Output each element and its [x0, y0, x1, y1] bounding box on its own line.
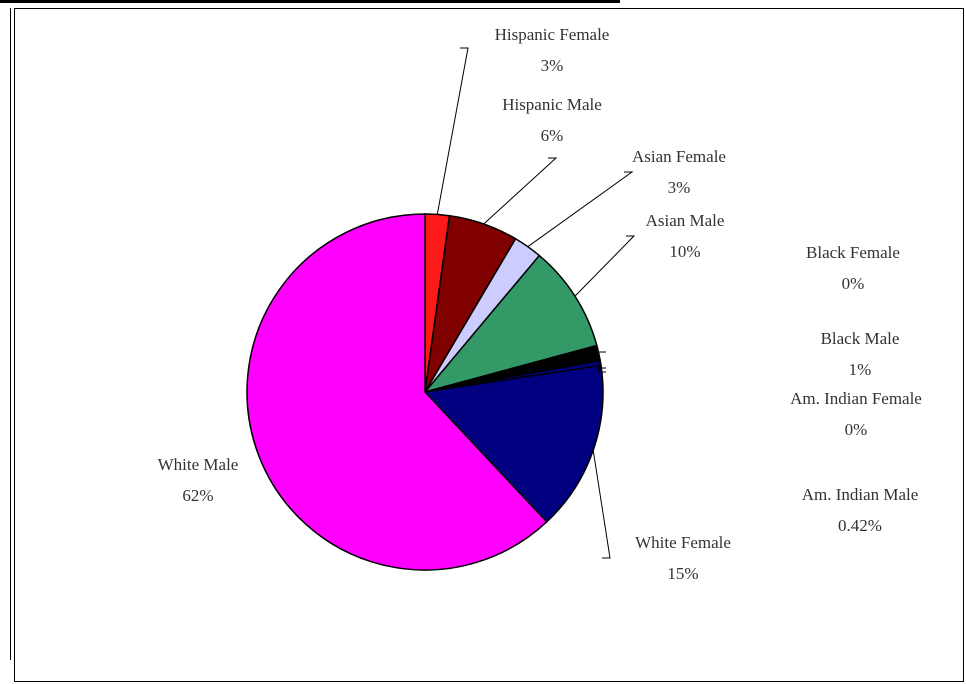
pie-slice-white-male: [246, 213, 548, 571]
slice-percent-label: 10%: [669, 242, 700, 261]
leader-line: [527, 171, 634, 248]
slice-percent-label: 3%: [541, 56, 564, 75]
cropped-top-strip: [0, 0, 966, 8]
leader-line: [597, 351, 606, 354]
slice-percent-label: 0%: [842, 274, 865, 293]
pie-slice-asian-male: [422, 254, 598, 394]
slice-percent-label: 3%: [668, 178, 691, 197]
slice-percent-label: 15%: [667, 564, 698, 583]
slice-name-label: Black Male: [821, 329, 900, 348]
slice-name-label: Am. Indian Male: [802, 485, 919, 504]
leader-line: [597, 360, 606, 369]
slice-name-label: Asian Female: [632, 147, 726, 166]
slice-name-label: Asian Male: [646, 211, 725, 230]
slice-name-label: Hispanic Female: [495, 25, 610, 44]
slice-name-label: Am. Indian Female: [790, 389, 922, 408]
slice-name-label: White Female: [635, 533, 731, 552]
slice-percent-label: 1%: [849, 360, 872, 379]
leader-lines: [436, 47, 636, 559]
slice-percent-label: 62%: [182, 486, 213, 505]
slice-name-label: White Male: [158, 455, 239, 474]
slice-percent-label: 0%: [845, 420, 868, 439]
leader-line: [574, 235, 636, 297]
slice-percent-label: 0.42%: [838, 516, 882, 535]
leader-line: [436, 47, 469, 215]
left-border-line: [10, 8, 11, 660]
slice-name-label: Black Female: [806, 243, 900, 262]
leader-line: [592, 450, 611, 559]
leader-line: [483, 157, 558, 225]
slice-name-label: Hispanic Male: [502, 95, 602, 114]
slice-percent-label: 6%: [541, 126, 564, 145]
leader-line: [597, 362, 606, 373]
slice-labels: Hispanic Female 3% Hispanic Male 6% Asian Fe…: [158, 25, 922, 583]
pie-slices: [246, 213, 604, 571]
